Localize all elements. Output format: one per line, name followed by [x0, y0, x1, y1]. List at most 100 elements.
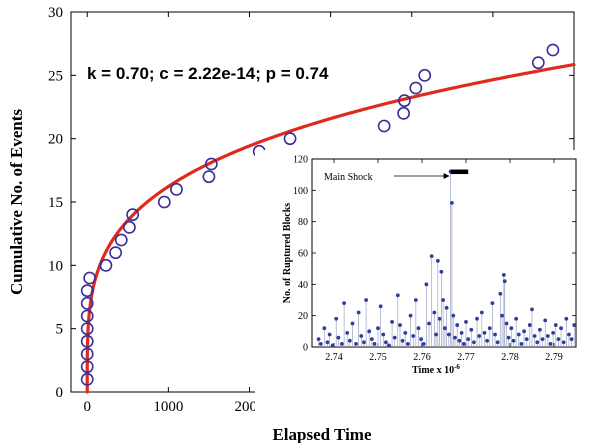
- event-point: [80, 347, 94, 361]
- event-point: [157, 195, 171, 209]
- inset-point: [498, 291, 503, 296]
- inset-point: [543, 318, 548, 323]
- inset-point: [424, 282, 429, 287]
- inset-y-axis-title: No. of Ruptured Blocks: [282, 203, 293, 303]
- inset-point: [381, 332, 386, 337]
- inset-point: [372, 341, 377, 346]
- event-point: [83, 271, 97, 285]
- inset-point: [485, 338, 490, 343]
- event-point: [80, 309, 94, 323]
- inset-point: [466, 337, 471, 342]
- inset-point: [367, 329, 372, 334]
- inset-point: [340, 341, 344, 346]
- inset-x-axis-title: Time x 10-6: [412, 363, 460, 376]
- inset-point: [390, 320, 394, 324]
- inset-point: [411, 334, 416, 338]
- inset-point: [506, 335, 511, 340]
- inset-point: [427, 321, 431, 326]
- inset-point: [408, 313, 413, 318]
- event-point: [283, 132, 297, 146]
- inset-point: [469, 327, 474, 332]
- inset-point: [482, 331, 487, 335]
- inset-point: [501, 273, 506, 277]
- main-shock-bar: [450, 169, 469, 175]
- inset-point: [514, 316, 519, 321]
- event-point: [80, 360, 94, 374]
- fit-curve: [85, 62, 576, 394]
- event-point: [202, 170, 216, 184]
- inset-point: [398, 323, 402, 327]
- inset-point: [441, 298, 446, 302]
- event-point: [397, 106, 411, 120]
- inset-point: [406, 341, 410, 346]
- inset-point: [509, 326, 514, 331]
- inset-point: [316, 337, 321, 342]
- inset-point: [327, 332, 332, 337]
- inset-point: [442, 326, 447, 331]
- inset-point: [477, 334, 482, 338]
- inset-point: [519, 341, 524, 346]
- event-point: [418, 68, 432, 82]
- main-x-tick-label: 0: [83, 399, 91, 415]
- inset-x-tick-label: 2.75: [369, 352, 387, 363]
- main-y-tick-label: 10: [48, 258, 63, 274]
- event-point: [80, 334, 94, 348]
- inset-y-tick-label: 80: [298, 217, 308, 228]
- fit-curve-layer: [85, 62, 576, 394]
- event-point: [377, 119, 391, 133]
- main-data-points: [80, 43, 560, 386]
- inset-point: [318, 341, 323, 346]
- inset-x-tick-label: 2.77: [457, 352, 475, 363]
- inset-point: [572, 323, 577, 327]
- main-y-axis-title: Cumulative No. of Events: [7, 109, 26, 295]
- main-x-axis-title: Elapsed Time: [272, 425, 371, 443]
- inset-point: [419, 337, 424, 342]
- inset-point: [524, 337, 529, 342]
- inset-point: [450, 200, 454, 205]
- inset-y-tick-label: 120: [293, 155, 308, 166]
- main-shock-label: Main Shock: [324, 172, 373, 183]
- inset-point: [475, 316, 479, 321]
- inset-point: [490, 301, 495, 306]
- inset-point: [516, 332, 521, 337]
- main-x-tick-label: 1000: [153, 399, 183, 415]
- inset-x-axis-title-base: Time x 10: [412, 365, 454, 376]
- main-shock-arrowhead: [443, 173, 450, 179]
- inset-point: [495, 340, 500, 345]
- inset-point: [538, 327, 542, 332]
- inset-point: [421, 341, 426, 346]
- inset-point: [561, 340, 566, 345]
- inset-x-tick-label: 2.79: [545, 352, 563, 363]
- inset-point: [500, 313, 504, 318]
- inset-point: [336, 335, 341, 340]
- inset-point: [400, 338, 405, 343]
- fit-parameters-annotation: k = 0.70; c = 2.22e-14; p = 0.74: [87, 64, 329, 83]
- inset-x-tick-label: 2.76: [413, 352, 431, 363]
- inset-point: [376, 326, 380, 331]
- inset-point: [403, 331, 408, 335]
- inset-point: [439, 269, 444, 274]
- inset-data-points: [316, 169, 577, 348]
- inset-point: [362, 340, 366, 345]
- inset-point: [545, 334, 550, 338]
- inset-point: [364, 298, 369, 302]
- inset-point: [384, 340, 388, 345]
- inset-point: [540, 337, 545, 342]
- main-y-tick-label: 25: [48, 68, 63, 84]
- inset-point: [437, 316, 442, 321]
- main-y-tick-label: 15: [48, 195, 63, 211]
- inset-point: [522, 329, 526, 334]
- inset-point: [457, 338, 462, 343]
- inset-point: [356, 310, 361, 315]
- inset-point: [359, 334, 364, 338]
- inset-point: [432, 310, 437, 315]
- inset-point: [479, 310, 484, 315]
- main-shock-annotation: Main Shock: [324, 169, 469, 183]
- inset-point: [532, 334, 537, 338]
- event-point: [80, 372, 94, 386]
- inset-point: [350, 321, 355, 326]
- main-y-tick-label: 0: [56, 385, 64, 401]
- inset-point: [347, 338, 352, 343]
- main-y-tick-label: 5: [56, 322, 64, 338]
